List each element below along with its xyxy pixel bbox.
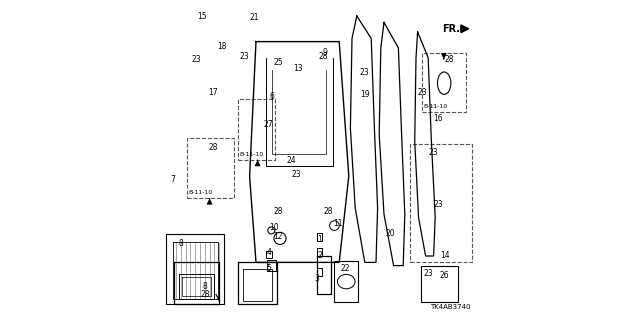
- Text: 10: 10: [269, 223, 278, 232]
- Bar: [239, 99, 275, 160]
- Text: 22: 22: [341, 264, 350, 273]
- Text: 12: 12: [274, 232, 283, 241]
- Text: B-11-10: B-11-10: [424, 104, 447, 109]
- Ellipse shape: [438, 72, 451, 94]
- Text: 21: 21: [250, 13, 259, 22]
- Text: 15: 15: [196, 12, 207, 20]
- Text: 14: 14: [440, 252, 450, 260]
- Text: 28: 28: [323, 207, 333, 216]
- Text: 3: 3: [314, 274, 319, 283]
- Ellipse shape: [274, 232, 286, 244]
- Bar: [317, 268, 322, 276]
- Text: 23: 23: [433, 200, 444, 209]
- Text: 26: 26: [440, 271, 450, 280]
- Text: 5: 5: [266, 264, 271, 273]
- Text: 13: 13: [292, 64, 303, 73]
- Text: 20: 20: [385, 229, 396, 238]
- Text: 23: 23: [424, 269, 434, 278]
- Text: TK4AB3740: TK4AB3740: [430, 304, 470, 310]
- Text: 19: 19: [360, 90, 370, 99]
- Bar: [166, 234, 224, 304]
- Text: 9: 9: [323, 48, 327, 57]
- Text: 23: 23: [429, 148, 438, 156]
- Text: 16: 16: [433, 114, 444, 123]
- Ellipse shape: [330, 221, 339, 230]
- Bar: [266, 251, 272, 258]
- Text: 11: 11: [333, 220, 342, 228]
- Text: 23: 23: [417, 88, 428, 97]
- Text: 23: 23: [192, 55, 202, 64]
- Ellipse shape: [268, 227, 275, 234]
- Bar: [334, 261, 358, 302]
- Text: 28: 28: [445, 55, 454, 64]
- Bar: [187, 138, 234, 198]
- Text: 1: 1: [317, 236, 323, 244]
- Text: B-11-10: B-11-10: [189, 190, 213, 195]
- Text: 25: 25: [273, 58, 284, 67]
- Bar: [317, 248, 322, 256]
- Text: 8: 8: [179, 239, 183, 248]
- Text: 4: 4: [266, 248, 271, 257]
- Text: 23: 23: [291, 170, 301, 179]
- Text: 17: 17: [208, 88, 218, 97]
- Bar: [268, 260, 276, 271]
- Text: 28: 28: [274, 207, 283, 216]
- Text: FR.: FR.: [442, 24, 460, 34]
- Text: 24: 24: [286, 156, 296, 164]
- Text: 28: 28: [200, 290, 209, 299]
- Text: 7: 7: [170, 175, 175, 184]
- Ellipse shape: [337, 275, 355, 289]
- Text: 28: 28: [319, 52, 328, 60]
- Text: 23: 23: [360, 68, 370, 76]
- Text: 6: 6: [269, 92, 275, 100]
- Text: 18: 18: [218, 42, 227, 51]
- Text: B-11-10: B-11-10: [239, 152, 264, 157]
- Bar: [421, 266, 458, 302]
- Bar: [410, 144, 472, 262]
- Text: 28: 28: [208, 143, 218, 152]
- Text: 2: 2: [317, 252, 323, 260]
- Bar: [422, 53, 466, 112]
- Text: 23: 23: [240, 52, 250, 60]
- Text: 8: 8: [202, 282, 207, 291]
- Text: 27: 27: [264, 120, 274, 129]
- Bar: [317, 233, 322, 241]
